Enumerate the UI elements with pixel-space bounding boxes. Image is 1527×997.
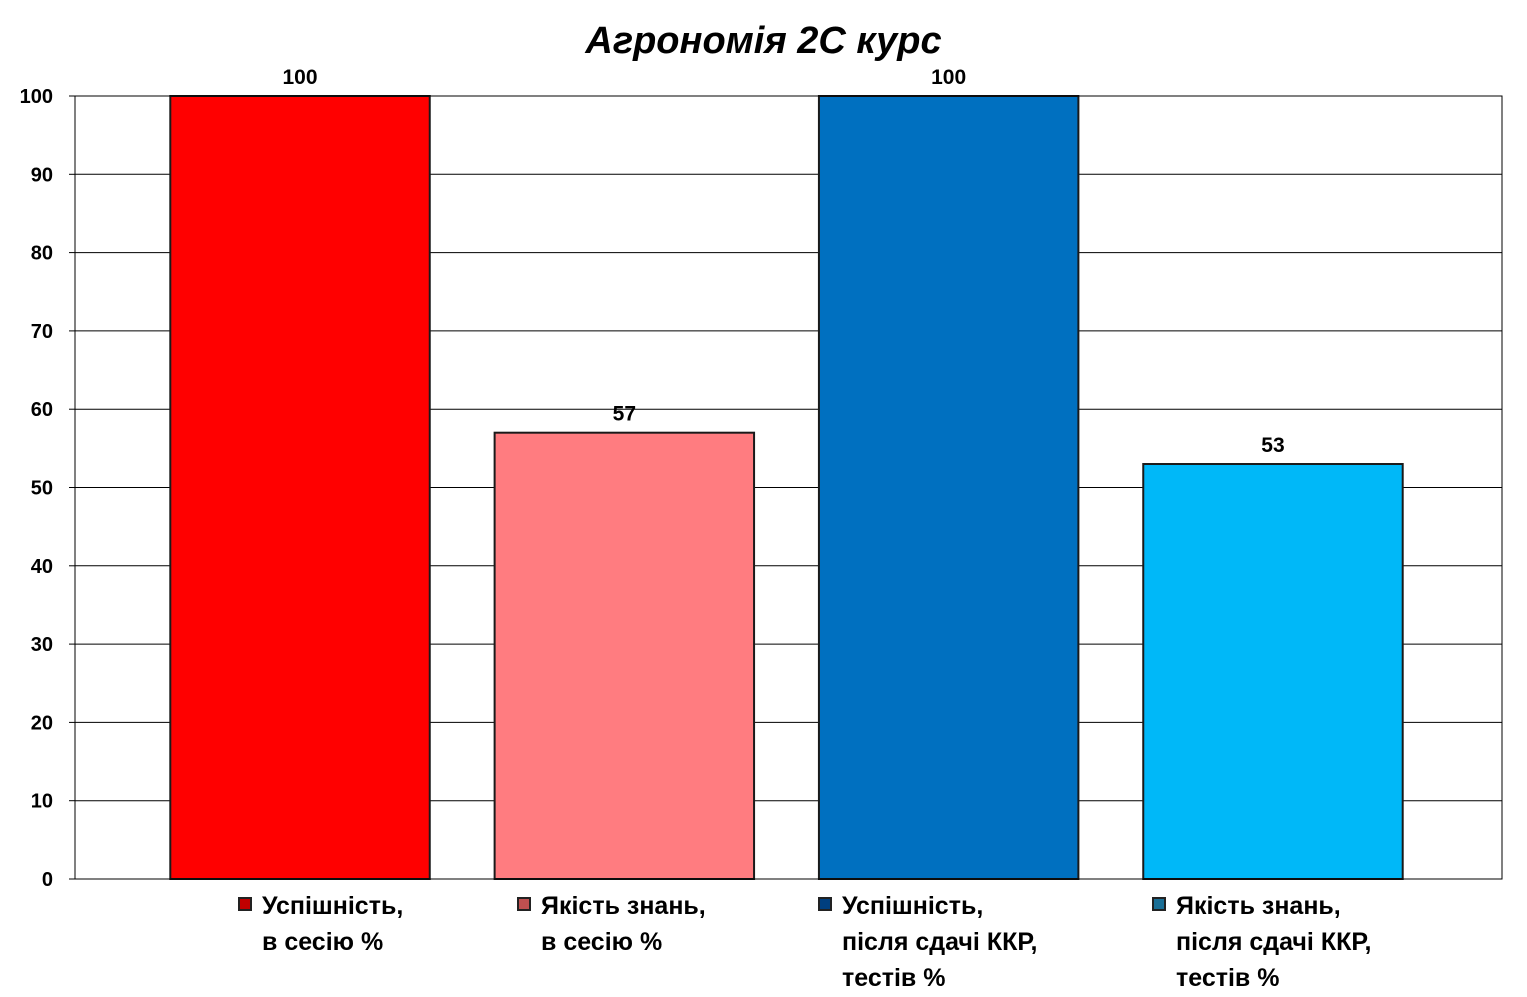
bar bbox=[493, 431, 756, 880]
y-tick-label: 90 bbox=[31, 164, 53, 186]
legend-item-success-after-tests: Успішність, після сдачі ККР, тестів % bbox=[818, 888, 1038, 996]
legend-label-success-session: Успішність, в сесію % bbox=[262, 892, 404, 956]
y-axis-ticks: 0 10 20 30 40 50 60 70 80 90 100 bbox=[20, 86, 75, 891]
bar-value-label: 57 bbox=[613, 403, 636, 426]
y-tick-label: 30 bbox=[31, 634, 53, 656]
y-tick-label: 80 bbox=[31, 243, 53, 265]
bar-value-label: 100 bbox=[931, 66, 966, 89]
legend-swatch-quality-after-tests bbox=[1152, 897, 1166, 911]
legend-label-quality-after-tests: Якість знань, після сдачі ККР, тестів % bbox=[1176, 892, 1372, 992]
legend-swatch-quality-session bbox=[517, 897, 531, 911]
bar bbox=[817, 95, 1080, 880]
bar bbox=[169, 95, 431, 880]
y-tick-label: 70 bbox=[31, 321, 53, 343]
legend-swatch-success-session bbox=[238, 897, 252, 911]
bar-value-label: 100 bbox=[282, 66, 317, 89]
y-tick-label: 50 bbox=[31, 478, 53, 500]
data-labels: 100 57 100 53 bbox=[282, 66, 1284, 457]
y-tick-label: 60 bbox=[31, 399, 53, 421]
bar bbox=[1142, 463, 1404, 880]
y-tick-label: 0 bbox=[42, 869, 53, 891]
legend-item-quality-after-tests: Якість знань, після сдачі ККР, тестів % bbox=[1152, 888, 1372, 996]
legend-label-success-after-tests: Успішність, після сдачі ККР, тестів % bbox=[842, 892, 1038, 992]
bars bbox=[169, 95, 1404, 880]
y-tick-label: 10 bbox=[31, 791, 53, 813]
legend-item-success-session: Успішність, в сесію % bbox=[238, 888, 403, 960]
y-tick-label: 40 bbox=[31, 556, 53, 578]
legend-label-quality-session: Якість знань, в сесію % bbox=[541, 892, 706, 956]
y-tick-label: 20 bbox=[31, 712, 53, 734]
legend-swatch-success-after-tests bbox=[818, 897, 832, 911]
legend-item-quality-session: Якість знань, в сесію % bbox=[517, 888, 706, 960]
chart-title: Агрономія 2С курс bbox=[585, 20, 942, 62]
bar-value-label: 53 bbox=[1261, 434, 1284, 457]
y-tick-label: 100 bbox=[20, 86, 53, 108]
plot-frame bbox=[74, 95, 1503, 880]
